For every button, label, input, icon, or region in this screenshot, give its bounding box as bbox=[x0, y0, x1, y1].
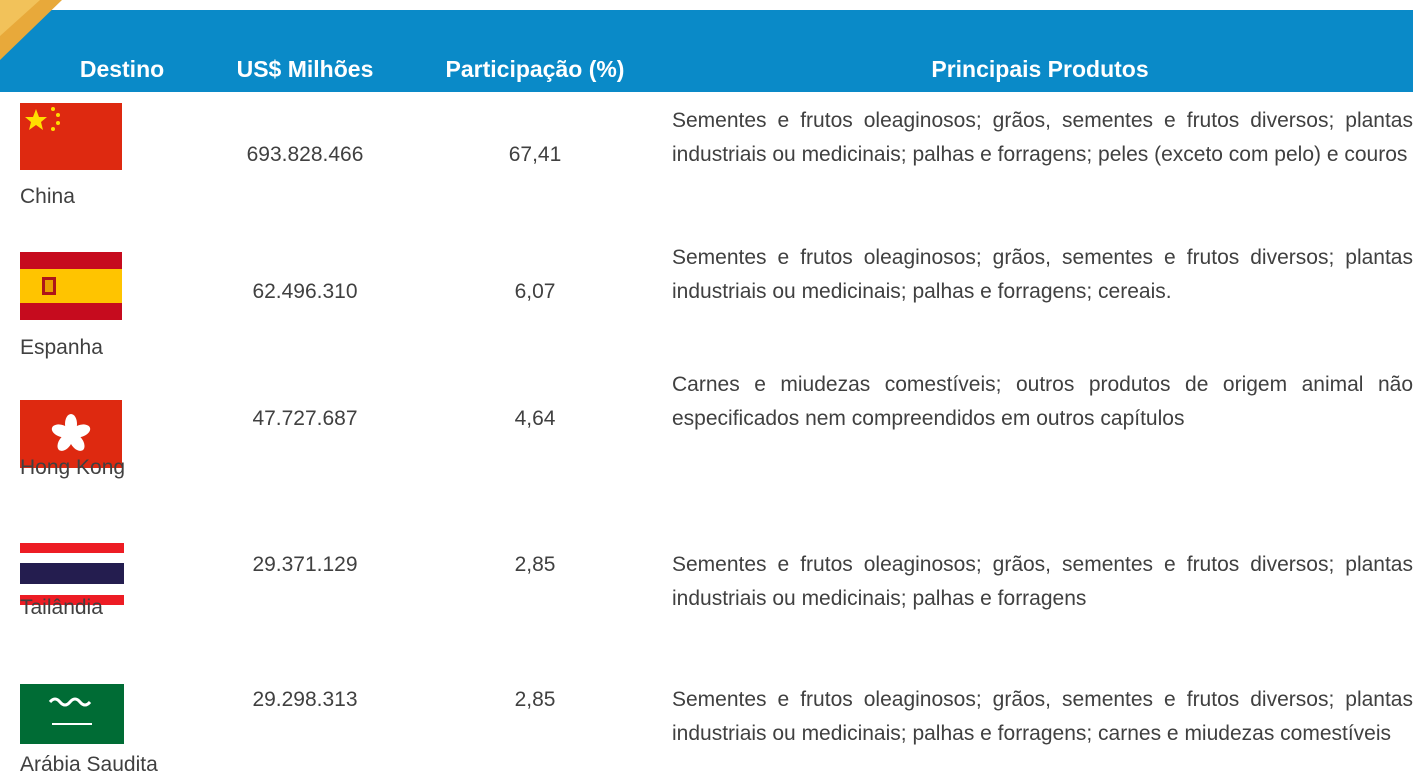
products-cell: Carnes e miudezas comestíveis; outros pr… bbox=[672, 373, 1413, 430]
value-cell: 693.828.466 bbox=[246, 143, 364, 166]
products-cell: Sementes e frutos oleaginosos; grãos, se… bbox=[672, 246, 1413, 303]
products-cell: Sementes e frutos oleaginosos; grãos, se… bbox=[672, 553, 1413, 610]
share-cell: 2,85 bbox=[514, 688, 556, 711]
value-cell: 47.727.687 bbox=[252, 407, 358, 430]
header-destino: Destino bbox=[79, 56, 165, 82]
country-name: Espanha bbox=[20, 336, 103, 359]
share-cell: 6,07 bbox=[514, 280, 556, 303]
flag-hong-kong bbox=[20, 400, 122, 468]
value-cell: 62.496.310 bbox=[252, 280, 358, 303]
header-participacao: Participação (%) bbox=[445, 56, 625, 82]
products-cell: Sementes e frutos oleaginosos; grãos, se… bbox=[672, 688, 1413, 745]
header-produtos: Principais Produtos bbox=[931, 56, 1149, 82]
flag-tailandia bbox=[20, 543, 124, 605]
flag-china bbox=[20, 103, 122, 170]
value-cell: 29.298.313 bbox=[252, 688, 358, 711]
flag-arabia-saudita bbox=[20, 684, 124, 744]
value-cell: 29.371.129 bbox=[252, 553, 358, 576]
share-cell: 67,41 bbox=[508, 143, 562, 166]
flag-espanha bbox=[20, 252, 122, 320]
share-cell: 4,64 bbox=[514, 407, 556, 430]
share-cell: 2,85 bbox=[514, 553, 556, 576]
header-band bbox=[0, 0, 1413, 92]
header-valor: US$ Milhões bbox=[236, 56, 374, 82]
country-name: Tailândia bbox=[20, 596, 103, 619]
country-name: China bbox=[20, 185, 75, 208]
products-cell: Sementes e frutos oleaginosos; grãos, se… bbox=[672, 109, 1413, 166]
country-name: Hong Kong bbox=[20, 456, 126, 479]
country-name: Arábia Saudita bbox=[20, 753, 158, 776]
